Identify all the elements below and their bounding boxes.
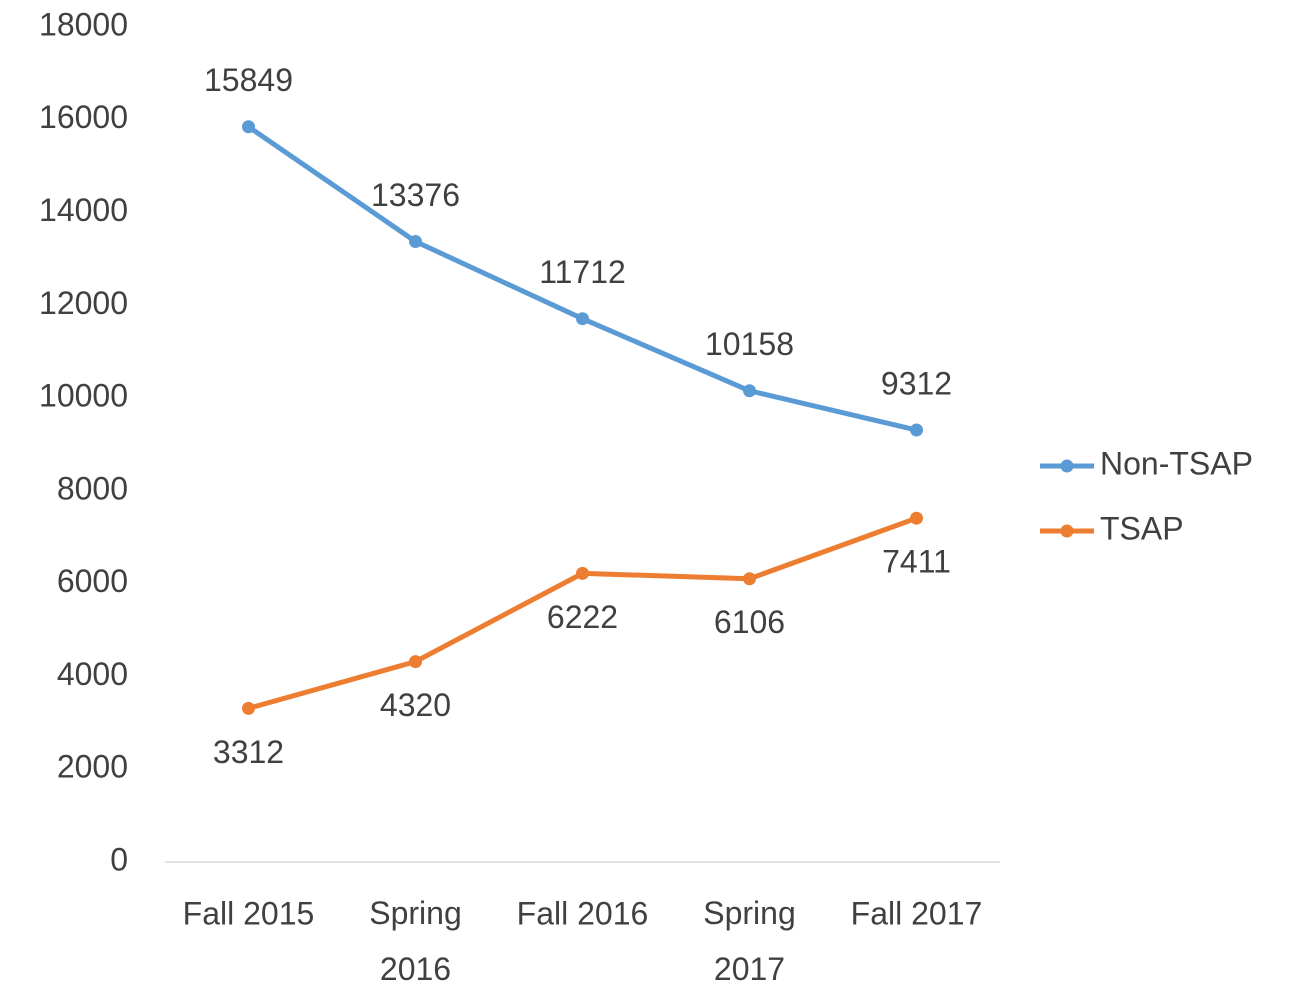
data-point bbox=[743, 384, 756, 398]
x-tick-label: Fall 2015 bbox=[183, 895, 315, 931]
y-tick-label: 18000 bbox=[39, 6, 128, 42]
x-tick-label: Fall 2016 bbox=[517, 895, 649, 931]
x-tick-label: Spring 2017 bbox=[703, 895, 796, 985]
y-tick-label: 0 bbox=[110, 841, 128, 877]
data-label: 15849 bbox=[204, 62, 293, 98]
y-tick-label: 2000 bbox=[57, 749, 128, 785]
legend-marker bbox=[1060, 524, 1074, 538]
data-label: 4320 bbox=[380, 687, 451, 723]
x-tick-label: Spring 2016 bbox=[369, 895, 462, 985]
y-tick-label: 10000 bbox=[39, 378, 128, 414]
y-tick-label: 14000 bbox=[39, 192, 128, 228]
data-point bbox=[910, 511, 923, 525]
data-label: 6106 bbox=[714, 604, 785, 640]
data-label: 10158 bbox=[705, 326, 794, 362]
y-tick-label: 4000 bbox=[57, 656, 128, 692]
data-point bbox=[576, 312, 589, 326]
legend-marker bbox=[1060, 459, 1074, 473]
data-label: 7411 bbox=[882, 544, 951, 580]
y-tick-label: 6000 bbox=[57, 563, 128, 599]
data-point bbox=[242, 120, 255, 134]
legend-label: Non-TSAP bbox=[1100, 445, 1253, 481]
data-label: 3312 bbox=[213, 734, 284, 770]
legend-label: TSAP bbox=[1100, 510, 1184, 546]
y-tick-label: 8000 bbox=[57, 470, 128, 506]
data-point bbox=[242, 701, 255, 715]
x-tick-label: Fall 2017 bbox=[851, 895, 983, 931]
y-tick-label: 16000 bbox=[39, 99, 128, 135]
y-tick-label: 12000 bbox=[39, 285, 128, 321]
data-point bbox=[409, 235, 422, 249]
data-point bbox=[910, 423, 923, 437]
data-label: 6222 bbox=[547, 599, 618, 635]
data-point bbox=[743, 572, 756, 586]
data-point bbox=[576, 566, 589, 580]
data-point bbox=[409, 655, 422, 669]
data-label: 13376 bbox=[371, 177, 460, 213]
data-label: 9312 bbox=[881, 365, 952, 401]
data-label: 11712 bbox=[539, 254, 626, 290]
